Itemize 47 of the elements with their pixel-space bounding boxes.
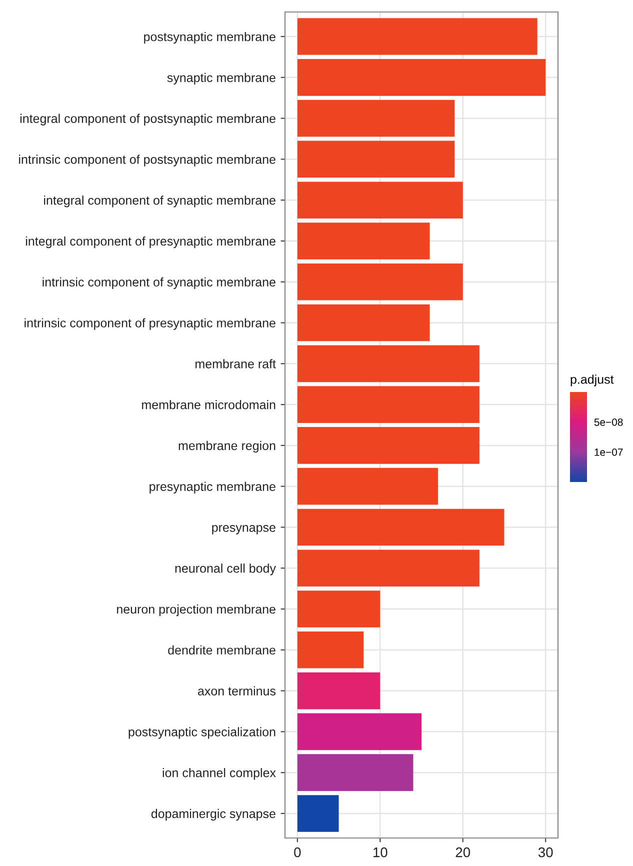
- y-tick-label: presynapse: [212, 525, 276, 534]
- bar: [297, 754, 414, 791]
- y-tick-label: intrinsic component of postsynaptic membrane: [19, 154, 276, 166]
- bar: [297, 590, 380, 628]
- bar: [297, 100, 455, 137]
- y-tick-label: postsynaptic specialization: [128, 727, 276, 739]
- color-bar-title: p.adjust: [570, 374, 614, 386]
- y-tick-label: dendrite membrane: [168, 645, 276, 655]
- bar: [297, 59, 546, 96]
- y-tick-label: membrane microdomain: [142, 400, 276, 410]
- y-tick-label: axon terminus: [198, 686, 276, 696]
- y-tick-label: integral component of presynaptic membrane: [26, 236, 276, 248]
- bar: [297, 468, 438, 505]
- x-tick-label: 10: [373, 847, 388, 858]
- bar: [297, 140, 455, 178]
- bar: [297, 795, 339, 832]
- bar: [297, 263, 463, 300]
- x-tick-label: 0: [294, 847, 301, 858]
- y-tick-label: synaptic membrane: [167, 72, 276, 85]
- y-tick-label: postsynaptic membrane: [144, 32, 276, 44]
- bar: [297, 672, 380, 710]
- bar: [297, 550, 480, 587]
- bar: [297, 386, 480, 423]
- bar: [297, 345, 480, 382]
- y-tick-label: intrinsic component of synaptic membrane: [42, 277, 276, 290]
- x-tick-label: 30: [538, 847, 553, 858]
- bar: [297, 222, 430, 260]
- bar: [297, 18, 538, 55]
- y-tick-label: membrane raft: [196, 359, 276, 368]
- y-tick-label: membrane region: [178, 440, 276, 453]
- y-tick-label: dopaminergic synapse: [151, 808, 276, 821]
- bar: [297, 304, 430, 342]
- bar: [297, 427, 480, 464]
- x-tick-label: 20: [456, 847, 470, 858]
- bar: [297, 508, 504, 546]
- y-tick-label: integral component of synaptic membrane: [44, 196, 276, 208]
- y-tick-label: neuronal cell body: [175, 564, 276, 576]
- y-tick-label: ion channel complex: [162, 768, 276, 780]
- bar: [297, 713, 422, 750]
- bar: [297, 632, 364, 668]
- y-tick-label: neuron projection membrane: [117, 604, 276, 616]
- color-bar-label: 1e−07: [594, 448, 623, 456]
- color-bar-label: 5e−08: [594, 418, 623, 426]
- y-tick-label: integral component of postsynaptic membrane: [20, 114, 276, 126]
- y-tick-label: presynaptic membrane: [150, 482, 276, 494]
- bar: [297, 182, 463, 218]
- y-tick-label: intrinsic component of presynaptic membrane: [24, 318, 276, 330]
